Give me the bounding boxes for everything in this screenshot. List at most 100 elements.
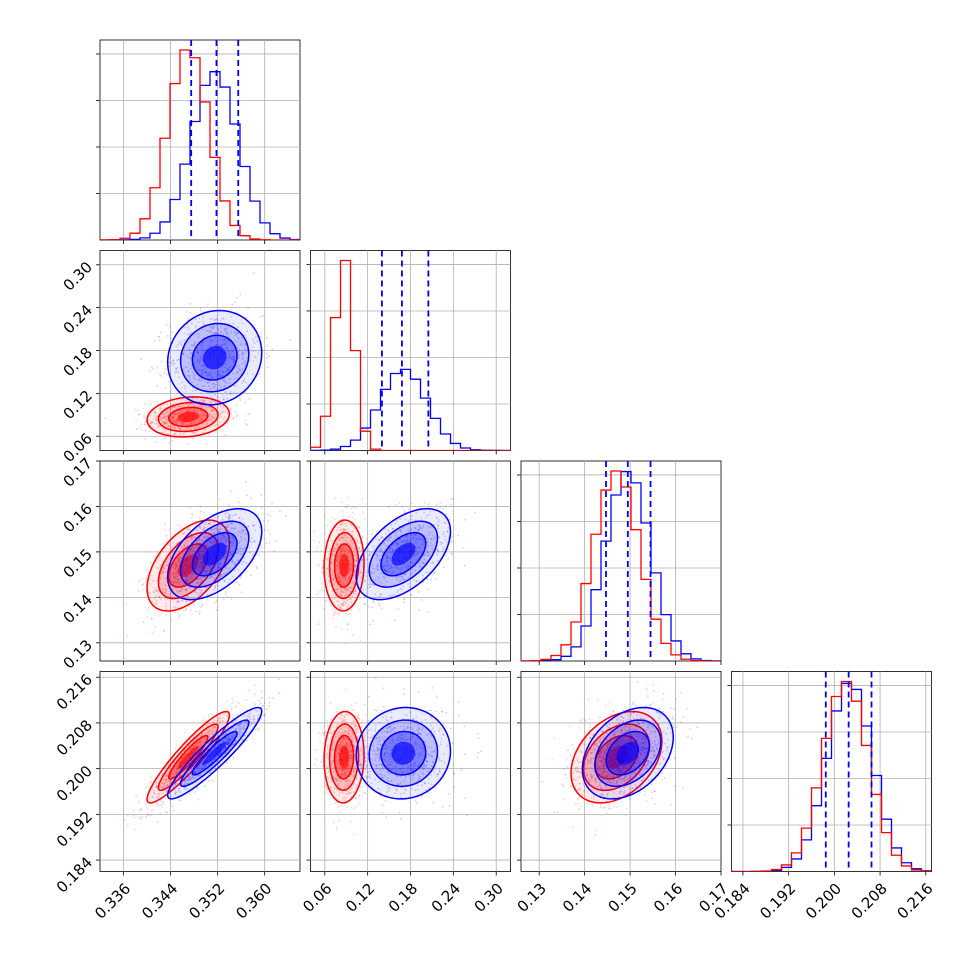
sample-point [196, 349, 199, 352]
sample-point [165, 412, 168, 414]
sample-point [160, 360, 163, 363]
sample-point [194, 378, 197, 381]
sample-point [173, 432, 176, 435]
sample-point [200, 576, 203, 579]
sample-point [414, 541, 417, 544]
sample-point [189, 428, 192, 430]
sample-point [180, 580, 183, 583]
sample-point [361, 565, 364, 568]
sample-point [328, 530, 331, 532]
sample-point [376, 555, 379, 557]
sample-point [213, 565, 216, 568]
sample-point [179, 774, 181, 777]
sample-point [437, 559, 439, 562]
sample-point [240, 520, 242, 523]
sample-point [172, 580, 175, 583]
sample-point [369, 623, 371, 626]
sample-point [189, 748, 192, 751]
sample-point [203, 567, 205, 570]
sample-point [343, 582, 345, 585]
sample-point [348, 570, 351, 573]
sample-point [437, 518, 440, 521]
sample-point [196, 529, 198, 532]
scatter-blue [317, 497, 477, 631]
sample-point [199, 377, 201, 380]
sample-point [394, 522, 397, 525]
sample-point [343, 600, 346, 603]
sample-point [390, 535, 392, 538]
sample-point [322, 589, 325, 592]
sample-point [237, 501, 240, 504]
sample-point [210, 533, 213, 536]
sample-point [341, 581, 344, 584]
sample-point [227, 742, 230, 745]
sample-point [390, 565, 393, 568]
sample-point [389, 556, 392, 559]
sample-point [223, 420, 226, 423]
sample-point [208, 546, 210, 549]
sample-point [184, 564, 187, 567]
sample-point [338, 572, 341, 575]
sample-point [337, 600, 340, 603]
sample-point [349, 587, 352, 589]
sample-point [235, 740, 238, 743]
sample-point [395, 531, 398, 534]
sample-point [230, 412, 233, 415]
sample-point [198, 566, 201, 569]
sample-point [173, 401, 176, 403]
sample-point [209, 729, 212, 732]
sample-point [136, 409, 139, 412]
sample-point [349, 561, 351, 563]
sample-point [214, 730, 217, 733]
sample-point [176, 563, 179, 565]
sample-point [225, 353, 228, 355]
sample-point [196, 743, 199, 746]
sample-point [358, 547, 361, 550]
sample-point [190, 517, 193, 519]
sample-point [355, 554, 357, 557]
sample-point [200, 419, 203, 422]
sample-point [189, 353, 192, 356]
sample-point [166, 335, 169, 337]
sample-point [195, 578, 198, 581]
sample-point [213, 726, 216, 729]
sample-point [253, 718, 256, 721]
sample-point [349, 544, 352, 547]
sample-point [396, 542, 399, 545]
sample-point [193, 374, 196, 377]
sample-point [346, 541, 348, 544]
sample-point [141, 584, 144, 586]
sample-point [255, 356, 257, 359]
sample-point [345, 601, 347, 604]
sample-point [197, 552, 200, 555]
sample-point [325, 567, 328, 570]
sample-point [342, 604, 345, 607]
sample-point [175, 580, 177, 583]
sample-point [173, 362, 176, 365]
sample-point [216, 405, 219, 408]
sample-point [426, 551, 429, 553]
sample-point [365, 575, 368, 577]
sample-point [363, 603, 366, 605]
sample-point [208, 534, 211, 537]
sample-point [212, 730, 215, 733]
sample-point [341, 521, 343, 524]
sample-point [198, 405, 201, 408]
sample-point [192, 744, 195, 747]
sample-point [212, 520, 215, 523]
sample-point [266, 366, 269, 369]
sample-point [219, 566, 221, 569]
sample-point [199, 763, 201, 766]
sample-point [201, 558, 204, 560]
sample-point [195, 591, 198, 594]
sample-point [185, 409, 188, 411]
sample-point [208, 566, 211, 568]
sample-point [200, 563, 203, 566]
sample-point [373, 567, 376, 570]
sample-point [173, 412, 176, 415]
sample-point [226, 700, 229, 703]
sample-point [341, 547, 344, 550]
sample-point [345, 539, 348, 542]
sample-point [201, 556, 204, 559]
sample-point [161, 560, 164, 563]
